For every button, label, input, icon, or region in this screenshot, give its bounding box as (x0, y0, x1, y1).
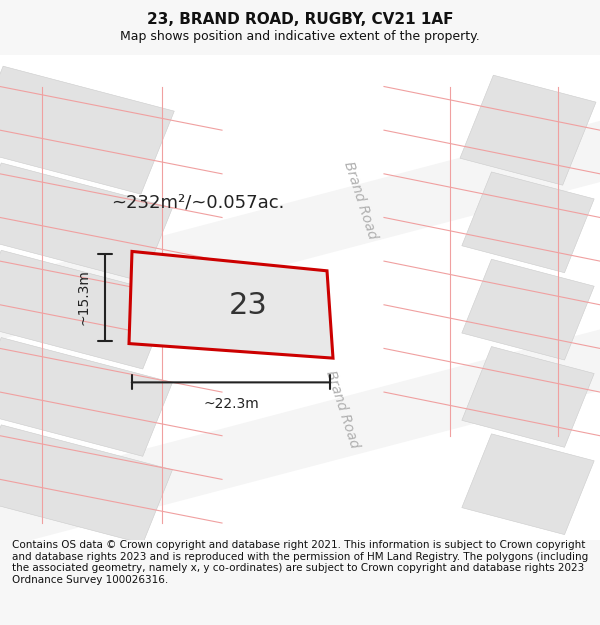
Polygon shape (0, 316, 600, 551)
Polygon shape (462, 259, 594, 360)
Polygon shape (0, 338, 172, 456)
Text: Brand Road: Brand Road (341, 160, 379, 241)
Text: Brand Road: Brand Road (323, 368, 361, 450)
Text: ~15.3m: ~15.3m (77, 269, 91, 326)
Polygon shape (129, 251, 333, 358)
Text: Map shows position and indicative extent of the property.: Map shows position and indicative extent… (120, 30, 480, 43)
Text: ~232m²/~0.057ac.: ~232m²/~0.057ac. (112, 194, 284, 212)
Polygon shape (462, 172, 594, 272)
Polygon shape (0, 250, 172, 369)
Text: 23, BRAND ROAD, RUGBY, CV21 1AF: 23, BRAND ROAD, RUGBY, CV21 1AF (147, 12, 453, 27)
Polygon shape (0, 66, 174, 194)
Text: Contains OS data © Crown copyright and database right 2021. This information is : Contains OS data © Crown copyright and d… (12, 540, 588, 585)
Text: ~22.3m: ~22.3m (203, 398, 259, 411)
Polygon shape (462, 346, 594, 448)
Polygon shape (0, 62, 600, 388)
Polygon shape (460, 75, 596, 185)
Polygon shape (0, 163, 172, 282)
Polygon shape (0, 425, 172, 544)
Polygon shape (462, 434, 594, 534)
Text: 23: 23 (229, 291, 268, 321)
